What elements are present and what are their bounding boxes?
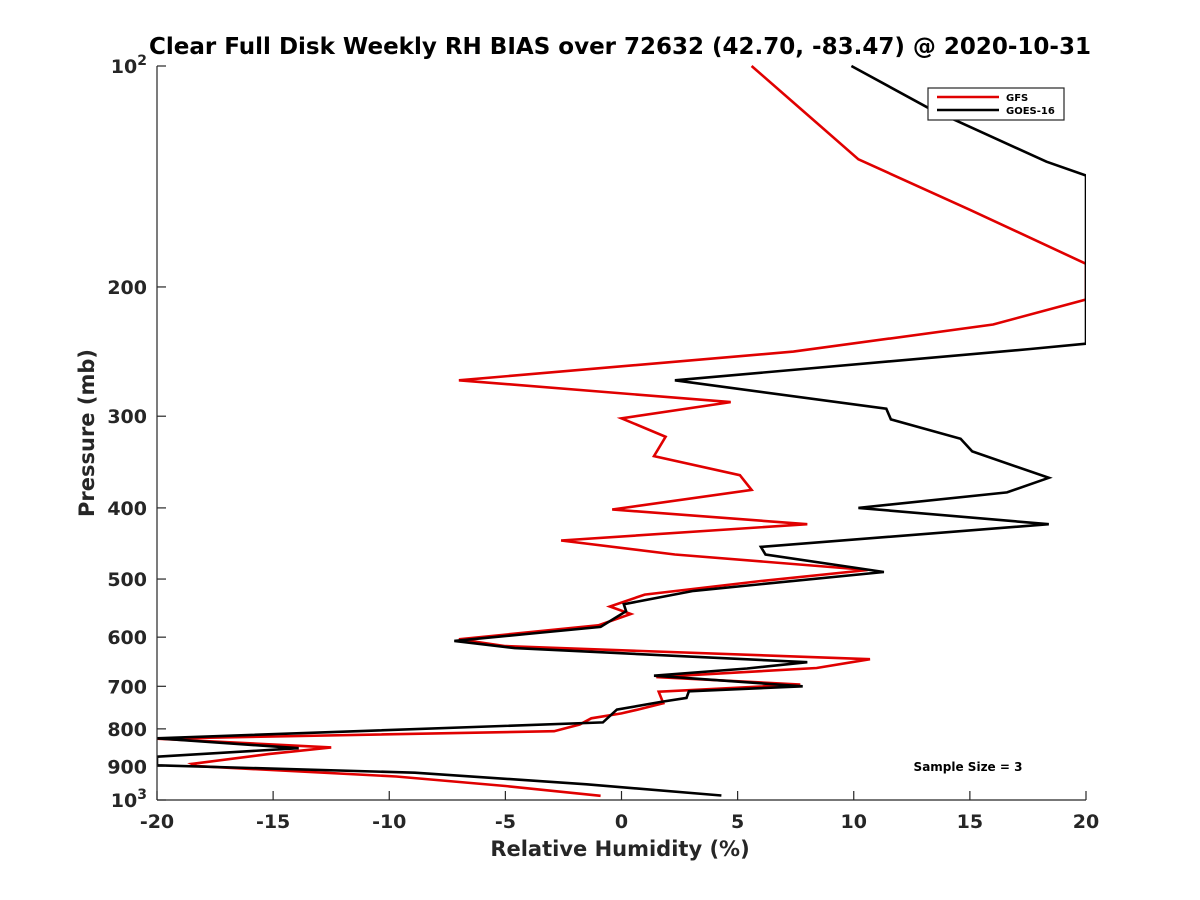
- x-tick-label: 0: [615, 811, 628, 833]
- sample-size-annotation: Sample Size = 3: [914, 760, 1023, 774]
- y-tick-label: 800: [107, 719, 147, 741]
- x-tick-label: -15: [256, 811, 290, 833]
- y-tick-label: 400: [107, 498, 147, 520]
- x-axis: -20 -15 -10 -5 0 5 10 15 20: [140, 791, 1099, 833]
- legend: GFS GOES-16: [927, 87, 1065, 121]
- y-axis-label: Pressure (mb): [75, 349, 99, 517]
- y-tick-label: 900: [107, 756, 147, 778]
- y-axis: 102 200 300 400 500 600 700 800 900 103: [107, 53, 166, 812]
- series-line-gfs: [157, 65, 1086, 798]
- x-axis-label: Relative Humidity (%): [490, 837, 749, 861]
- x-tick-label: -20: [140, 811, 174, 833]
- x-tick-label: -10: [372, 811, 406, 833]
- x-tick-label: 5: [731, 811, 744, 833]
- legend-label-gfs: GFS: [1006, 93, 1028, 104]
- x-tick-label: 15: [957, 811, 983, 833]
- x-tick-label: 10: [841, 811, 867, 833]
- x-tick-label: -5: [495, 811, 516, 833]
- plot-area: [156, 64, 1086, 801]
- x-tick-label: 20: [1073, 811, 1099, 833]
- series-line-goes16: [157, 64, 1086, 797]
- y-tick-label: 103: [111, 787, 147, 812]
- y-tick-label: 600: [107, 627, 147, 649]
- legend-box: [927, 87, 1065, 121]
- y-tick-label: 102: [111, 53, 147, 78]
- y-tick-label: 700: [107, 676, 147, 698]
- y-tick-label: 200: [107, 277, 147, 299]
- y-tick-label: 300: [107, 406, 147, 428]
- legend-label-goes16: GOES-16: [1006, 106, 1055, 117]
- y-tick-label: 500: [107, 569, 147, 591]
- chart-title: Clear Full Disk Weekly RH BIAS over 7263…: [149, 34, 1091, 60]
